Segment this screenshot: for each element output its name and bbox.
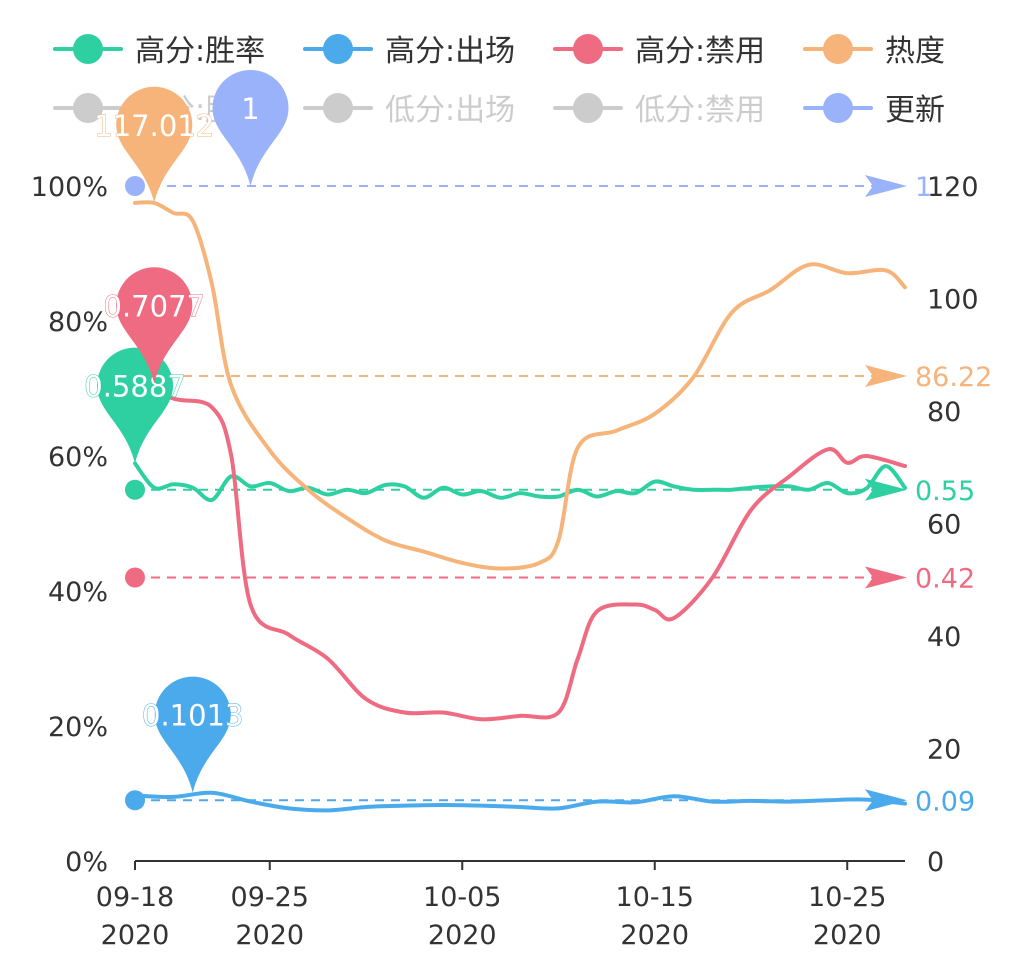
y-right-tick-label: 60 — [927, 510, 961, 541]
y-right-tick-label: 20 — [927, 735, 961, 766]
y-right-tick-label: 40 — [927, 622, 961, 653]
pin-marker-icon — [116, 267, 193, 384]
mark-line-label: 0.55 — [915, 476, 975, 507]
pin-label: 0.5887 — [84, 370, 185, 404]
mark-point-热度: 117.012 — [94, 86, 215, 203]
mark-point-高分:胜率: 0.5887 — [84, 347, 186, 464]
legend-circle-icon — [323, 93, 353, 123]
legend-label: 高分:禁用 — [635, 34, 765, 69]
mark-line-label: 0.09 — [915, 786, 975, 817]
mark-line: 0.42 — [125, 564, 975, 595]
mark-point-高分:禁用: 0.7077 — [103, 267, 205, 384]
legend-circle-icon — [573, 93, 603, 123]
mark-point-更新: 1 — [212, 70, 289, 186]
legend-circle-icon — [823, 34, 853, 64]
mark-line: 86.22 — [125, 362, 992, 393]
pin-marker-icon — [116, 86, 193, 203]
legend-item-2[interactable]: 高分:禁用 — [553, 34, 765, 69]
pin-marker-icon — [96, 347, 173, 464]
pin-label: 1 — [241, 92, 259, 126]
legend-circle-icon — [73, 34, 103, 64]
mark-line-start-dot — [125, 567, 145, 588]
legend-circle-icon — [573, 34, 603, 64]
legend-item-3[interactable]: 热度 — [803, 34, 945, 69]
x-tick-label-year: 2020 — [101, 920, 170, 951]
mark-line-arrow-icon — [865, 365, 907, 388]
series-line-高分:出场 — [133, 790, 907, 813]
x-tick-label-date: 10-15 — [616, 882, 694, 913]
legend-label: 热度 — [885, 34, 945, 69]
mark-line: 0.55 — [125, 476, 975, 507]
pin-marker-icon — [212, 70, 289, 186]
mark-line: 1 — [125, 172, 932, 203]
x-tick-label-year: 2020 — [813, 920, 882, 951]
y-right-tick-label: 120 — [927, 172, 979, 203]
x-tick-label-year: 2020 — [620, 920, 689, 951]
mark-line-label: 1 — [915, 172, 932, 203]
x-tick-label-year: 2020 — [235, 920, 304, 951]
pin-label: 117.012 — [94, 109, 214, 143]
series-line-高分:禁用 — [133, 381, 907, 722]
x-tick-label-date: 10-25 — [808, 882, 886, 913]
mark-line-start-dot — [125, 479, 145, 500]
y-right-tick-label: 0 — [927, 847, 944, 878]
legend-label: 低分:出场 — [385, 93, 515, 128]
y-left-tick-label: 20% — [48, 712, 108, 743]
pin-label: 0.7077 — [104, 289, 205, 323]
series-line-高分:胜率 — [133, 461, 907, 503]
y-left-tick-label: 0% — [65, 847, 108, 878]
mark-line-start-dot — [125, 176, 145, 196]
legend-label: 低分:禁用 — [635, 93, 765, 128]
legend-circle-icon — [323, 34, 353, 64]
mark-line-arrow-icon — [865, 175, 907, 197]
mark-line-label: 86.22 — [915, 362, 992, 393]
legend-circle-icon — [823, 93, 853, 123]
y-left-tick-label: 60% — [48, 442, 108, 473]
legend-label: 更新 — [885, 93, 945, 128]
legend-label: 高分:出场 — [385, 34, 515, 69]
legend-item-1[interactable]: 高分:出场 — [303, 34, 515, 69]
y-left-tick-label: 80% — [48, 307, 108, 338]
mark-line-start-dot — [125, 790, 145, 811]
mark-line-arrow-icon — [865, 566, 907, 589]
mark-points: 0.1013 0.5887 0.7077 117.012 1 — [84, 70, 289, 793]
x-tick-label-year: 2020 — [428, 920, 497, 951]
y-left-tick-label: 40% — [48, 577, 108, 608]
legend-item-6[interactable]: 低分:禁用 — [553, 93, 765, 128]
legend-item-0[interactable]: 高分:胜率 — [53, 34, 265, 69]
y-left-tick-label: 100% — [31, 172, 108, 203]
mark-point-高分:出场: 0.1013 — [142, 676, 244, 793]
x-tick-label-date: 10-05 — [423, 882, 501, 913]
legend-circle-icon — [73, 93, 103, 123]
mark-line: 0.09 — [125, 786, 975, 817]
mark-line-arrow-icon — [865, 478, 907, 501]
mark-lines: 1 86.22 0.55 0.42 0.09 — [125, 172, 992, 817]
y-right-tick-label: 100 — [927, 285, 979, 316]
pin-marker-icon — [154, 676, 231, 793]
mark-line-label: 0.42 — [915, 564, 975, 595]
legend-label: 高分:胜率 — [135, 34, 265, 69]
legend-item-5[interactable]: 低分:出场 — [303, 93, 515, 128]
pin-label: 0.1013 — [142, 699, 243, 733]
y-right-tick-label: 80 — [927, 397, 961, 428]
legend-item-7[interactable]: 更新 — [803, 93, 945, 128]
x-tick-label-date: 09-25 — [231, 882, 309, 913]
series-line-热度 — [133, 200, 907, 571]
x-tick-label-date: 09-18 — [96, 882, 174, 913]
axes: 0% 20% 40% 60% 80% 100% 0 20 40 60 80 100 120 09-18 20… — [31, 172, 979, 951]
series-lines — [133, 200, 907, 813]
